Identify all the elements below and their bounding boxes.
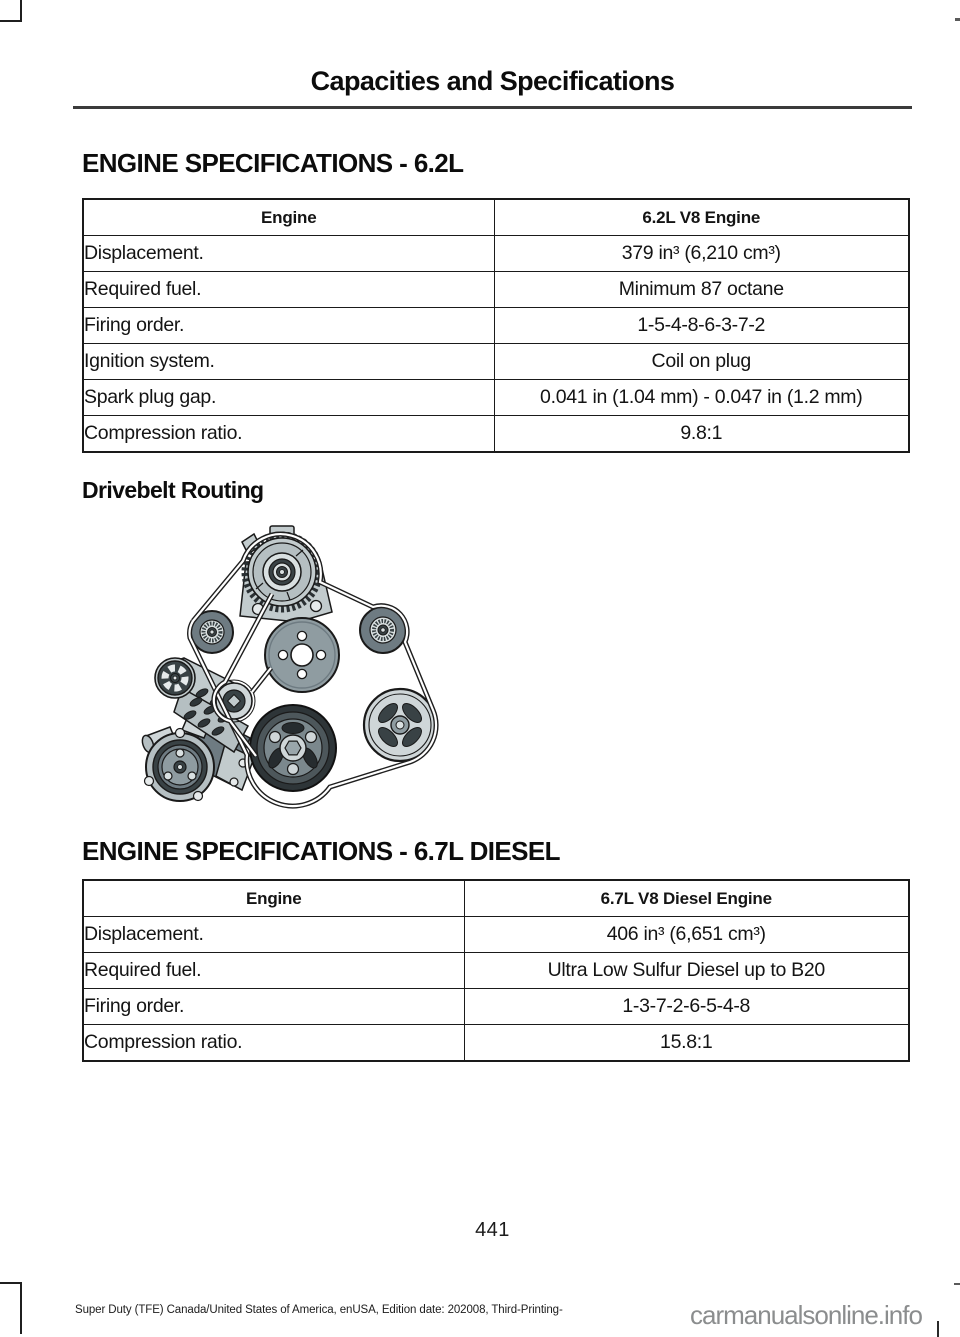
spec-label: Displacement.: [82, 916, 465, 953]
watermark-text: carmanualsonline.info: [690, 1300, 923, 1330]
table-row: Ignition system. Coil on plug: [82, 343, 910, 380]
spec-label: Spark plug gap.: [82, 379, 495, 416]
table-row: Required fuel. Ultra Low Sulfur Diesel u…: [82, 952, 910, 989]
drivebelt-routing-illustration: [141, 525, 439, 809]
spec-value: 15.8:1: [463, 1024, 910, 1062]
spec-label: Firing order.: [82, 988, 465, 1025]
spec-value: 1-3-7-2-6-5-4-8: [463, 988, 910, 1025]
table-row: Required fuel. Minimum 87 octane: [82, 271, 910, 308]
column-header-engine: Engine: [82, 198, 495, 236]
water-pump-pulley: [239, 525, 333, 623]
serpentine-belt: [187, 531, 439, 809]
spec-value: 0.041 in (1.04 mm) - 0.047 in (1.2 mm): [493, 379, 910, 416]
header-rule: [73, 106, 912, 109]
crankshaft-pulley: [249, 704, 337, 792]
spec-label: Compression ratio.: [82, 1024, 465, 1062]
spec-value: 9.8:1: [493, 415, 910, 453]
spec-label: Required fuel.: [82, 952, 465, 989]
column-header-engine: Engine: [82, 879, 465, 917]
belt-tensioner: [154, 657, 256, 754]
section-heading-drivebelt: Drivebelt Routing: [82, 477, 264, 503]
spec-value: Minimum 87 octane: [493, 271, 910, 308]
fan-pulley: [264, 617, 340, 693]
page-number: 441: [475, 1219, 510, 1241]
crop-mark-bottom-left: [0, 1282, 22, 1334]
table-row: Compression ratio. 9.8:1: [82, 415, 910, 453]
crop-mark-bottom-right: [937, 1321, 939, 1337]
engine-spec-table-6-2l: Engine 6.2L V8 Engine Displacement. 379 …: [82, 198, 910, 453]
table-row: Spark plug gap. 0.041 in (1.04 mm) - 0.0…: [82, 379, 910, 416]
four-spoke-pulley: [362, 687, 438, 763]
table-header-row: Engine 6.7L V8 Diesel Engine: [82, 879, 910, 917]
crop-mark-top-left: [0, 0, 22, 22]
spec-label: Firing order.: [82, 307, 495, 344]
table-row: Displacement. 379 in³ (6,210 cm³): [82, 235, 910, 272]
crop-mark-bottom-right-dash: [954, 1283, 960, 1285]
column-header-engine-type: 6.2L V8 Engine: [493, 198, 910, 236]
table-row: Firing order. 1-5-4-8-6-3-7-2: [82, 307, 910, 344]
spec-value: Coil on plug: [493, 343, 910, 380]
crop-mark-top-right: [955, 18, 960, 21]
spec-label: Ignition system.: [82, 343, 495, 380]
spec-label: Compression ratio.: [82, 415, 495, 453]
ac-compressor: [141, 714, 255, 802]
engine-spec-table-6-7l: Engine 6.7L V8 Diesel Engine Displacemen…: [82, 879, 910, 1062]
section-heading-6-7l-diesel: ENGINE SPECIFICATIONS - 6.7L DIESEL: [82, 836, 561, 866]
spec-value: Ultra Low Sulfur Diesel up to B20: [463, 952, 910, 989]
right-idler-pulley: [359, 606, 407, 654]
spec-label: Displacement.: [82, 235, 495, 272]
spec-value: 379 in³ (6,210 cm³): [493, 235, 910, 272]
table-row: Compression ratio. 15.8:1: [82, 1024, 910, 1062]
section-heading-6-2l: ENGINE SPECIFICATIONS - 6.2L: [82, 148, 464, 178]
table-row: Firing order. 1-3-7-2-6-5-4-8: [82, 988, 910, 1025]
chapter-title: Capacities and Specifications: [310, 66, 675, 96]
spec-value: 1-5-4-8-6-3-7-2: [493, 307, 910, 344]
table-row: Displacement. 406 in³ (6,651 cm³): [82, 916, 910, 953]
spec-value: 406 in³ (6,651 cm³): [463, 916, 910, 953]
left-idler-pulley: [190, 610, 234, 654]
column-header-engine-type: 6.7L V8 Diesel Engine: [463, 879, 910, 917]
footer-edition-text: Super Duty (TFE) Canada/United States of…: [75, 1304, 563, 1316]
spec-label: Required fuel.: [82, 271, 495, 308]
table-header-row: Engine 6.2L V8 Engine: [82, 198, 910, 236]
